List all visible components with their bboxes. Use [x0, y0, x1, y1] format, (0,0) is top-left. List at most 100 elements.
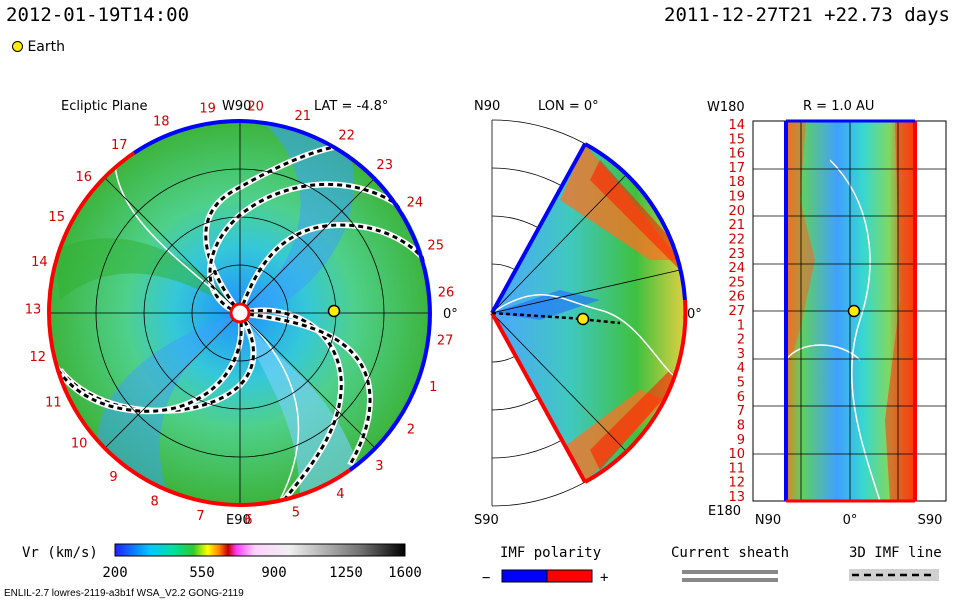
meridional-bottom-label: S90 [474, 513, 499, 528]
carrington-label: 22 [338, 129, 355, 144]
carrington-label: 4 [336, 487, 344, 502]
radial-row-label: 3 [737, 347, 745, 362]
radial-row-label: 27 [728, 304, 745, 319]
radial-row-label: 12 [728, 476, 745, 491]
carrington-label: 6 [244, 513, 252, 528]
colorbar-tick: 1250 [329, 565, 363, 581]
carrington-label: 13 [25, 302, 42, 317]
imf-positive-swatch [546, 569, 593, 583]
carrington-label: 12 [30, 350, 47, 365]
imf-polarity-title: IMF polarity [500, 545, 601, 561]
carrington-label: 20 [247, 100, 264, 115]
earth-marker-radial [847, 304, 861, 318]
radial-row-label: 19 [728, 190, 745, 205]
carrington-label: 7 [196, 509, 204, 524]
radial-row-label: 14 [728, 118, 745, 133]
colorbar-tick: 200 [102, 565, 127, 581]
radial-row-label: 21 [728, 218, 745, 233]
run-time: 2012-01-19T14:00 [6, 4, 190, 26]
radial-x-label: S90 [918, 513, 943, 528]
carrington-label: 10 [71, 436, 88, 451]
radial-row-label: 4 [737, 361, 745, 376]
carrington-label: 15 [48, 210, 65, 225]
ecliptic-title: Ecliptic Plane [61, 99, 147, 114]
meridional-right-label: 0° [687, 307, 702, 322]
sun-icon [229, 302, 251, 324]
radial-row-label: 25 [728, 275, 745, 290]
radial-row-label: 16 [728, 147, 745, 162]
imf-3d-line-title: 3D IMF line [849, 545, 942, 561]
earth-marker-ecliptic [327, 304, 341, 318]
imf-plus-label: + [600, 570, 608, 586]
radial-row-label: 10 [728, 447, 745, 462]
radial-row-label: 5 [737, 376, 745, 391]
imf-negative-swatch [501, 569, 548, 583]
colorbar-tick: 1600 [388, 565, 422, 581]
current-sheath-title: Current sheath [671, 545, 789, 561]
radial-row-label: 6 [737, 390, 745, 405]
carrington-label: 26 [438, 286, 455, 301]
earth-legend: Earth [12, 39, 65, 55]
radial-top-left-label: W180 [707, 100, 745, 115]
meridional-lon-label: LON = 0° [538, 99, 599, 114]
radial-row-label: 20 [728, 204, 745, 219]
carrington-label: 23 [376, 158, 393, 173]
radial-row-label: 18 [728, 175, 745, 190]
earth-icon [12, 41, 23, 52]
radial-panel: W180 R = 1.0 AU E180 1415161718192021222… [707, 99, 947, 528]
radial-row-label: 9 [737, 433, 745, 448]
carrington-label: 19 [199, 102, 216, 117]
radial-row-label: 11 [728, 461, 745, 476]
radial-bottom-left-label: E180 [708, 504, 741, 519]
carrington-label: 8 [151, 495, 159, 510]
carrington-label: 11 [45, 396, 62, 411]
radial-row-label: 26 [728, 290, 745, 305]
carrington-label: 18 [153, 115, 170, 130]
carrington-label: 21 [295, 109, 312, 124]
radial-x-label: 0° [843, 513, 858, 528]
radial-row-label: 24 [728, 261, 745, 276]
carrington-label: 25 [427, 239, 444, 254]
ecliptic-panel: Ecliptic Plane LAT = -4.8° W90 E90 0° 19… [25, 99, 458, 528]
radial-row-label: 1 [737, 318, 745, 333]
radial-row-label: 15 [728, 132, 745, 147]
radial-x-labels: N90 0° S90 [755, 513, 943, 528]
radial-row-label: 13 [728, 490, 745, 505]
imf-polarity-legend: IMF polarity − + [482, 545, 608, 586]
colorbar-tick: 900 [261, 565, 286, 581]
radial-title: R = 1.0 AU [803, 99, 874, 114]
carrington-label: 27 [437, 334, 454, 349]
ecliptic-bottom-label: E90 [226, 513, 251, 528]
meridional-panel: N90 LON = 0° S90 0° [474, 99, 702, 528]
carrington-label: 5 [292, 505, 300, 520]
radial-x-label: N90 [755, 513, 781, 528]
imf-minus-label: − [482, 570, 490, 586]
radial-row-labels: 1415161718192021222324252627123456789101… [728, 118, 745, 505]
radial-row-label: 2 [737, 333, 745, 348]
radial-row-label: 8 [737, 419, 745, 434]
carrington-label: 24 [407, 195, 424, 210]
carrington-label: 16 [76, 170, 93, 185]
footer-model-info: ENLIL-2.7 lowres-2119-a3b1f WSA_V2.2 GON… [4, 588, 244, 599]
carrington-label: 17 [111, 138, 128, 153]
imf-line-legend: 3D IMF line [849, 545, 942, 581]
carrington-label: 14 [31, 255, 48, 270]
carrington-longitude-labels: 19 20212223242526271234567891011121314151… [25, 100, 455, 528]
colorbar: Vr (km/s) 200 550 900 1250 1600 [22, 543, 422, 581]
reference-time: 2011-12-27T21 +22.73 days [664, 4, 950, 26]
ecliptic-top-label: W90 [222, 99, 251, 114]
radial-row-label: 23 [728, 247, 745, 262]
carrington-label: 3 [375, 459, 383, 474]
radial-row-label: 17 [728, 161, 745, 176]
carrington-label: 2 [407, 423, 415, 438]
radial-row-label: 7 [737, 404, 745, 419]
ecliptic-right-label: 0° [443, 307, 458, 322]
carrington-label: 9 [109, 470, 117, 485]
earth-legend-label: Earth [27, 39, 65, 55]
earth-marker-meridional [576, 312, 590, 326]
meridional-top-label: N90 [474, 99, 500, 114]
radial-row-label: 22 [728, 233, 745, 248]
current-sheath-legend: Current sheath [671, 545, 789, 582]
colorbar-ticks: 200 550 900 1250 1600 [102, 565, 422, 581]
